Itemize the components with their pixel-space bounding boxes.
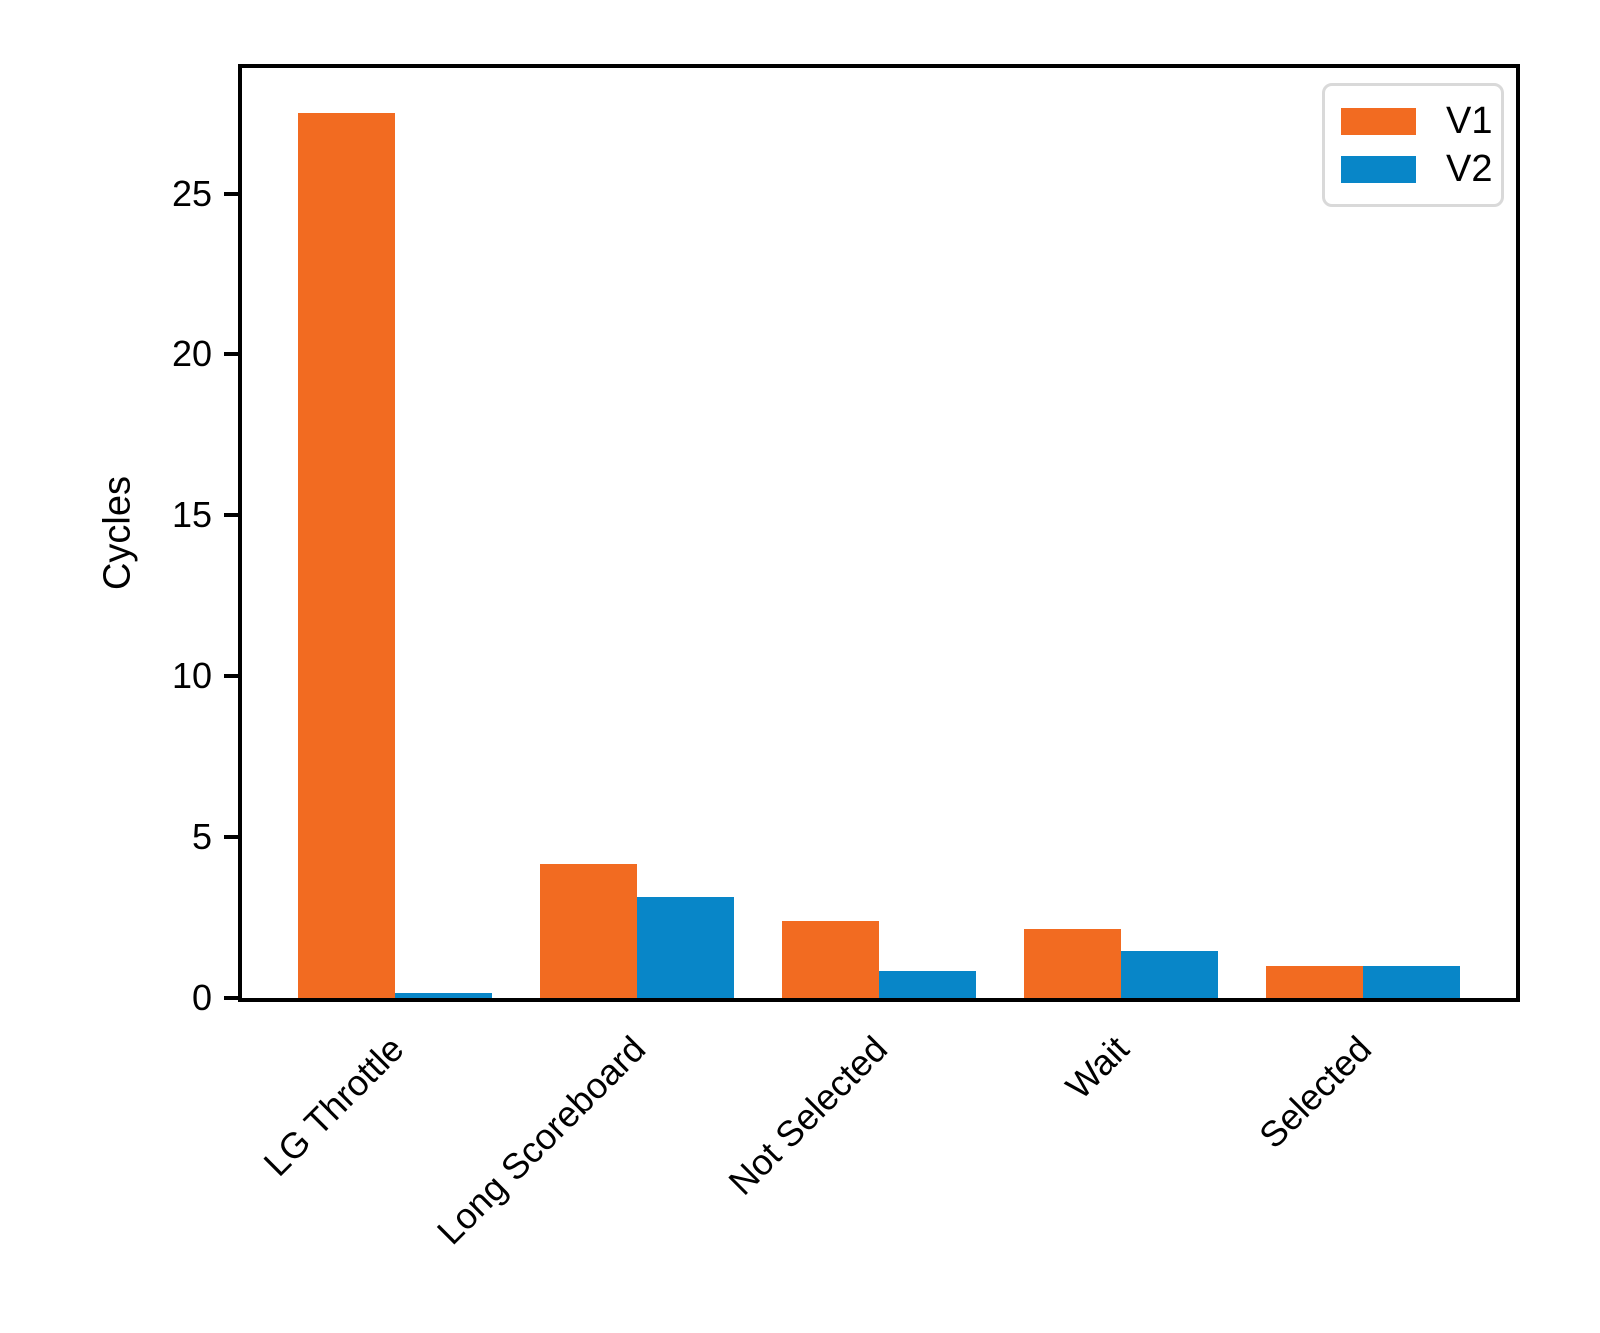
y-tick-mark-5 (224, 835, 238, 839)
x-tick-label-long-scoreboard: Long Scoreboard (428, 1028, 653, 1253)
bar-v2-lg-throttle (395, 993, 492, 998)
legend-item-v1: V1 (1341, 102, 1492, 140)
bar-v1-lg-throttle (298, 113, 395, 998)
legend-swatch-v1 (1341, 107, 1416, 135)
y-tick-label-20: 20 (171, 333, 212, 374)
bar-v1-selected (1266, 966, 1363, 998)
bar-v1-wait (1024, 929, 1121, 998)
x-tick-label-lg-throttle: LG Throttle (255, 1028, 411, 1184)
legend-item-v2: V2 (1341, 150, 1492, 188)
y-tick-label-10: 10 (171, 655, 212, 696)
y-tick-mark-0 (224, 996, 238, 1000)
y-tick-label-25: 25 (171, 173, 212, 214)
y-tick-mark-25 (224, 192, 238, 196)
legend-label-v1: V1 (1446, 100, 1493, 142)
legend-swatch-v2 (1341, 155, 1416, 183)
legend-label-v2: V2 (1446, 148, 1493, 190)
y-tick-label-15: 15 (171, 494, 212, 535)
y-tick-mark-20 (224, 352, 238, 356)
plot-area (238, 64, 1520, 1002)
x-tick-label-wait: Wait (1058, 1028, 1137, 1107)
y-tick-mark-10 (224, 674, 238, 678)
bar-v2-not-selected (879, 971, 976, 998)
bar-v2-long-scoreboard (637, 897, 734, 998)
bar-v2-selected (1363, 966, 1460, 998)
x-tick-label-not-selected: Not Selected (720, 1028, 895, 1203)
y-tick-label-0: 0 (191, 977, 212, 1018)
x-tick-label-selected: Selected (1250, 1028, 1379, 1157)
bar-v2-wait (1121, 951, 1218, 998)
y-tick-label-5: 5 (191, 816, 212, 857)
bar-v1-long-scoreboard (540, 864, 637, 998)
y-tick-mark-15 (224, 513, 238, 517)
bar-v1-not-selected (782, 921, 879, 998)
legend: V1 V2 (1322, 83, 1504, 207)
